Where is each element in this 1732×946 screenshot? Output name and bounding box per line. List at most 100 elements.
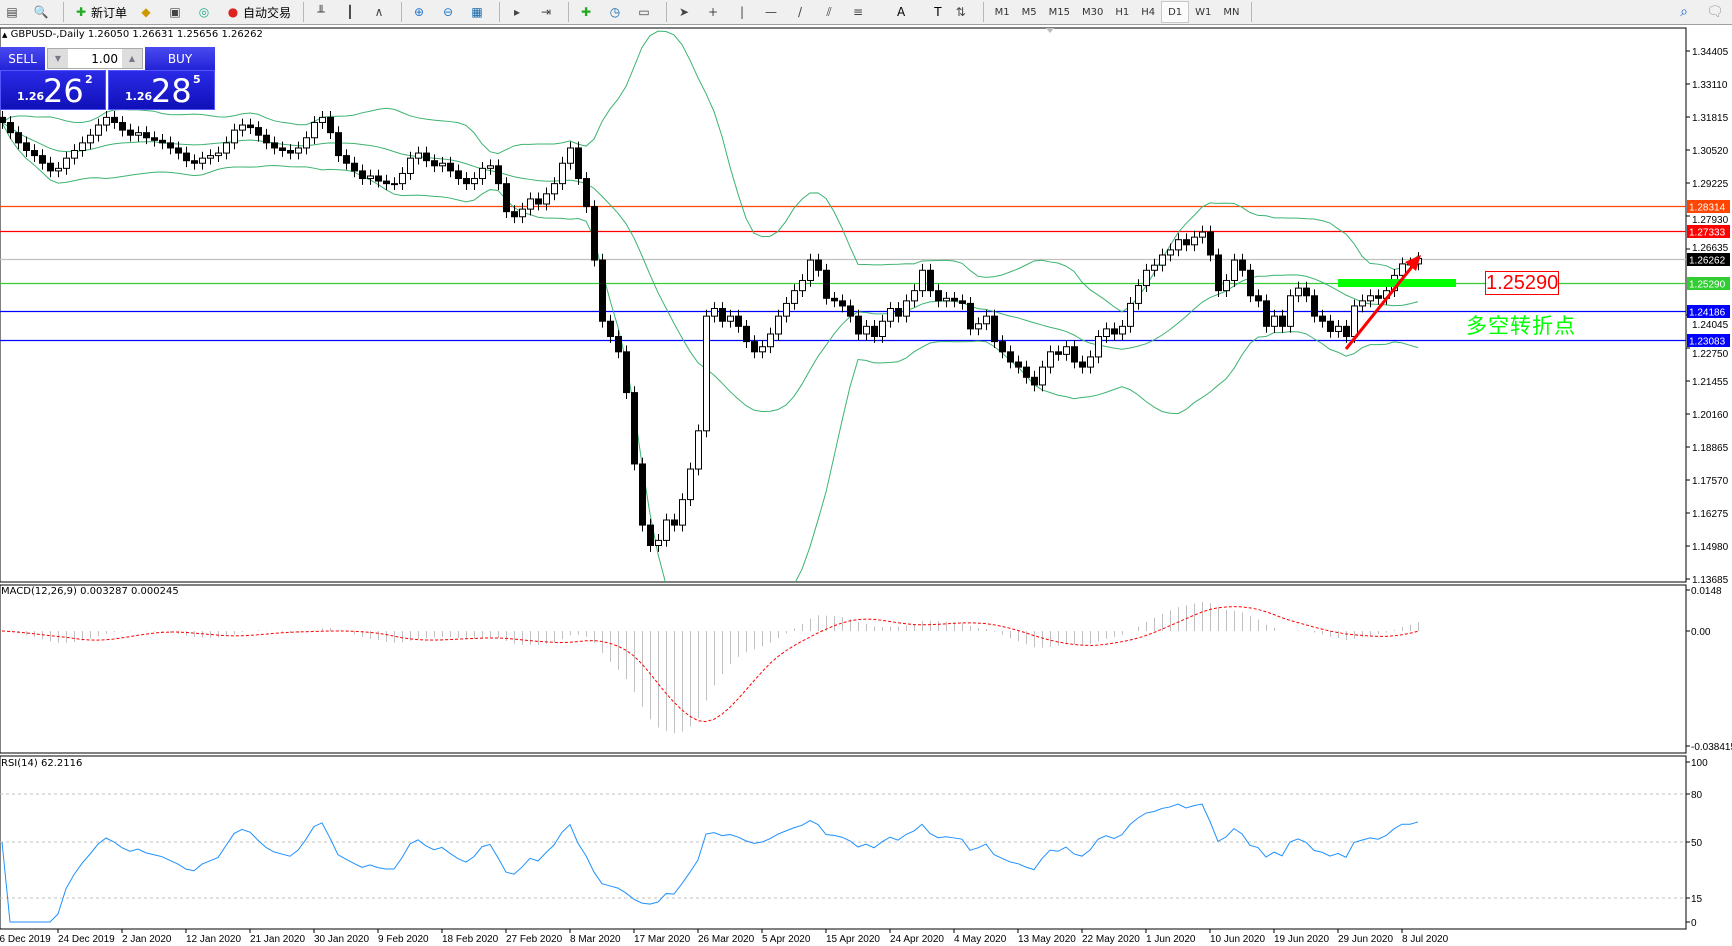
zoom-in-button[interactable]: ⊕ [407, 1, 433, 23]
price-tick-label: 1.26635 [1692, 243, 1729, 254]
time-axis-label: 21 Jan 2020 [250, 934, 305, 945]
vertical-line-button[interactable]: | [730, 1, 756, 23]
candle-body [1295, 287, 1302, 297]
buy-price-box[interactable]: 1.26 28 5 [108, 70, 215, 110]
periods-button[interactable]: ◷ [603, 1, 629, 23]
new-order-button[interactable]: ✚ 新订单 [69, 1, 131, 23]
time-axis-label: 24 Dec 2019 [58, 934, 115, 945]
candlestick-button[interactable]: ┃ [338, 1, 364, 23]
time-axis-label: 22 May 2020 [1082, 934, 1140, 945]
chart-shift-button[interactable]: ⇥ [534, 1, 560, 23]
chat-icon[interactable]: 🗨 [1706, 4, 1724, 20]
timeframe-w1[interactable]: W1 [1195, 6, 1212, 18]
candle [575, 141, 582, 185]
timeframe-m5[interactable]: M5 [1021, 6, 1037, 18]
horizontal-line-button[interactable]: — [759, 1, 785, 23]
turning-point-annotation[interactable]: 多空转折点 [1466, 314, 1576, 338]
candle-body [1279, 315, 1286, 327]
auto-scroll-button[interactable]: ▸ [505, 1, 531, 23]
signal-icon: ◎ [198, 5, 210, 19]
level-price-label: 1.23083 [1689, 337, 1726, 348]
candle [295, 141, 302, 160]
crosshair-icon: + [708, 5, 719, 19]
volume-value[interactable]: 1.00 [91, 51, 118, 66]
candle [815, 253, 822, 277]
candle-body [495, 165, 502, 185]
crosshair-button[interactable]: + [701, 1, 727, 23]
cursor-button[interactable]: ➤ [672, 1, 698, 23]
candle [1359, 294, 1366, 313]
terminal-button[interactable]: ▣ [163, 1, 189, 23]
templates-button[interactable]: ▭ [632, 1, 658, 23]
candle [807, 253, 814, 287]
candle-body [63, 157, 70, 169]
buy-button[interactable]: BUY [145, 47, 215, 70]
candle [1015, 355, 1022, 374]
timeframe-m30[interactable]: M30 [1081, 6, 1104, 18]
equidistant-channel-button[interactable]: ⫽ [817, 1, 843, 23]
candle [199, 151, 206, 170]
zoom-out-button[interactable]: ⊖ [436, 1, 462, 23]
price-tick-label: 1.31815 [1692, 113, 1729, 124]
candle-body [439, 162, 446, 167]
text-button[interactable]: A [875, 1, 909, 23]
sell-price-pips: 26 [43, 72, 84, 110]
trendline-button[interactable]: / [788, 1, 814, 23]
search-icon[interactable]: ⌕ [1680, 4, 1688, 20]
candle [527, 192, 534, 216]
template-search-button[interactable]: 🔍 [29, 1, 55, 23]
candle-body [1055, 351, 1062, 355]
candle [671, 513, 678, 532]
candle [687, 462, 694, 506]
toolbar-separator [401, 2, 403, 22]
chart-title: ▲ GBPUSD-,Daily 1.26050 1.26631 1.25656 … [2, 29, 263, 40]
signal-button[interactable]: ◎ [192, 1, 218, 23]
candle [47, 156, 54, 178]
bar-chart-button[interactable]: ╨ [309, 1, 335, 23]
candle-body [623, 351, 630, 394]
tile-windows-button[interactable]: ▦ [465, 1, 491, 23]
candle [703, 309, 710, 438]
candle-body [671, 519, 678, 526]
candle [39, 149, 46, 170]
volume-decrease-icon[interactable]: ▼ [48, 49, 68, 68]
candle-body [447, 162, 454, 172]
timeframe-mn[interactable]: MN [1223, 6, 1240, 18]
line-chart-button[interactable]: ∧ [367, 1, 393, 23]
candle [351, 156, 358, 178]
arrows-button[interactable]: ⇅ [949, 1, 975, 23]
sell-price-box[interactable]: 1.26 26 2 [0, 70, 106, 110]
candle-body [543, 193, 550, 205]
candle-body [167, 142, 174, 149]
price-annotation-box[interactable]: 1.25290 [1485, 271, 1559, 295]
chart-icon: ▤ [6, 5, 18, 19]
candle-body [1247, 269, 1254, 297]
candle-body [1271, 315, 1278, 327]
candle [359, 164, 366, 185]
volume-increase-icon[interactable]: ▲ [122, 49, 142, 68]
templates-icon: ▭ [638, 5, 650, 19]
candle-body [759, 346, 766, 353]
price-tick-label: 1.13685 [1692, 575, 1729, 586]
collapse-triangle-icon[interactable]: ▲ [2, 31, 8, 39]
price-tick-label: 1.21455 [1692, 377, 1729, 388]
timeframe-m15[interactable]: M15 [1048, 6, 1070, 18]
candle-body [999, 341, 1006, 353]
chart-button[interactable]: ▤ [0, 1, 26, 23]
sell-button[interactable]: SELL [0, 47, 45, 70]
candle [503, 177, 510, 219]
fibonacci-button[interactable]: ≡ [846, 1, 872, 23]
text-label-button[interactable]: T [912, 1, 945, 23]
timeframe-d1[interactable]: D1 [1161, 1, 1190, 23]
candle [111, 111, 118, 129]
candle-body [119, 121, 126, 131]
timeframe-h1[interactable]: H1 [1115, 6, 1130, 18]
volume-field[interactable]: ▼ 1.00 ▲ [47, 48, 143, 69]
timeframe-m1[interactable]: M1 [994, 6, 1010, 18]
timeframe-h4[interactable]: H4 [1141, 6, 1156, 18]
navigator-button[interactable]: ◆ [134, 1, 160, 23]
autotrading-button[interactable]: ● 自动交易 [221, 1, 295, 23]
indicators-button[interactable]: ✚ [574, 1, 600, 23]
candle [1311, 289, 1318, 323]
